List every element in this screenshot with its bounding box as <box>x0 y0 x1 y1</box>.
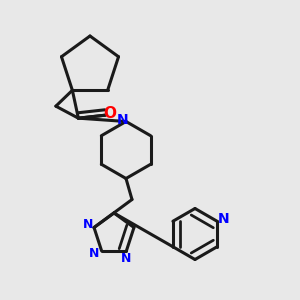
Text: N: N <box>83 218 93 231</box>
Text: N: N <box>117 113 129 127</box>
Text: N: N <box>217 212 229 226</box>
Text: O: O <box>103 106 116 121</box>
Text: N: N <box>121 252 131 265</box>
Text: N: N <box>89 248 99 260</box>
